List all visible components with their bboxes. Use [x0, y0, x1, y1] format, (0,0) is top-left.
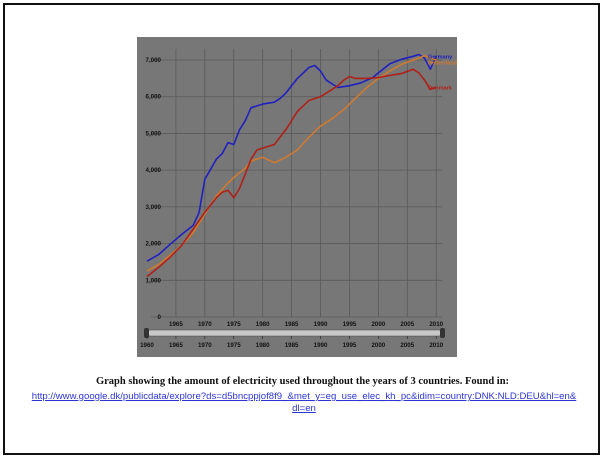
series-label-germany: Germany: [428, 54, 453, 60]
timeline-tick-label: 2010: [429, 342, 443, 349]
x-tick-label: 2005: [400, 321, 414, 328]
timeline-tick-label: 1980: [256, 342, 270, 349]
series-line-netherlands: [146, 54, 437, 272]
y-tick-label: 4,000: [146, 167, 162, 174]
y-tick-label: 3,000: [146, 204, 162, 211]
figure-caption: Graph showing the amount of electricity …: [95, 376, 510, 387]
x-tick-label: 1980: [256, 321, 270, 328]
timeline-handle-end[interactable]: [440, 328, 445, 338]
y-tick-label: 7,000: [146, 57, 162, 64]
timeline-tick-label: 1975: [227, 342, 241, 349]
timeline-tick-label: 1995: [343, 342, 357, 349]
x-tick-label: 2000: [371, 321, 385, 328]
x-tick-label: 1985: [285, 321, 299, 328]
y-tick-label: 0: [158, 314, 162, 321]
chart-panel: 0 1,000 2,000 3,000 4,000 5,000 6,000 7,000 1965…: [137, 37, 457, 357]
timeline-tick-label: 1965: [169, 342, 183, 349]
timeline-tick-label: 2005: [400, 342, 414, 349]
x-tick-label: 1970: [198, 321, 212, 328]
timeline-track: [146, 329, 443, 337]
series-label-denmark: Denmark: [428, 86, 453, 92]
timeline-tick-label: 1970: [198, 342, 212, 349]
y-tick-label: 2,000: [146, 241, 162, 248]
timeline-tick-label: 1960: [140, 342, 154, 349]
timeline-tick-label: 1985: [285, 342, 299, 349]
timeline-handle-start[interactable]: [144, 328, 149, 338]
x-tick-label: 1995: [343, 321, 357, 328]
source-link[interactable]: http://www.google.dk/publicdata/explore?…: [31, 391, 577, 414]
x-tick-label: 2010: [429, 321, 443, 328]
series-label-netherlands: Netherlands: [428, 60, 457, 66]
timeline-tick-label: 1990: [314, 342, 328, 349]
timeline-tick-label: 2000: [371, 342, 385, 349]
y-tick-label: 6,000: [146, 94, 162, 101]
series-line-denmark: [146, 68, 437, 278]
series-line-germany: [146, 53, 437, 262]
line-chart: 0 1,000 2,000 3,000 4,000 5,000 6,000 7,000 1965…: [140, 49, 457, 349]
y-tick-label: 5,000: [146, 130, 162, 137]
x-tick-label: 1965: [169, 321, 183, 328]
x-tick-label: 1990: [314, 321, 328, 328]
x-tick-label: 1975: [227, 321, 241, 328]
y-tick-label: 1,000: [146, 277, 162, 284]
